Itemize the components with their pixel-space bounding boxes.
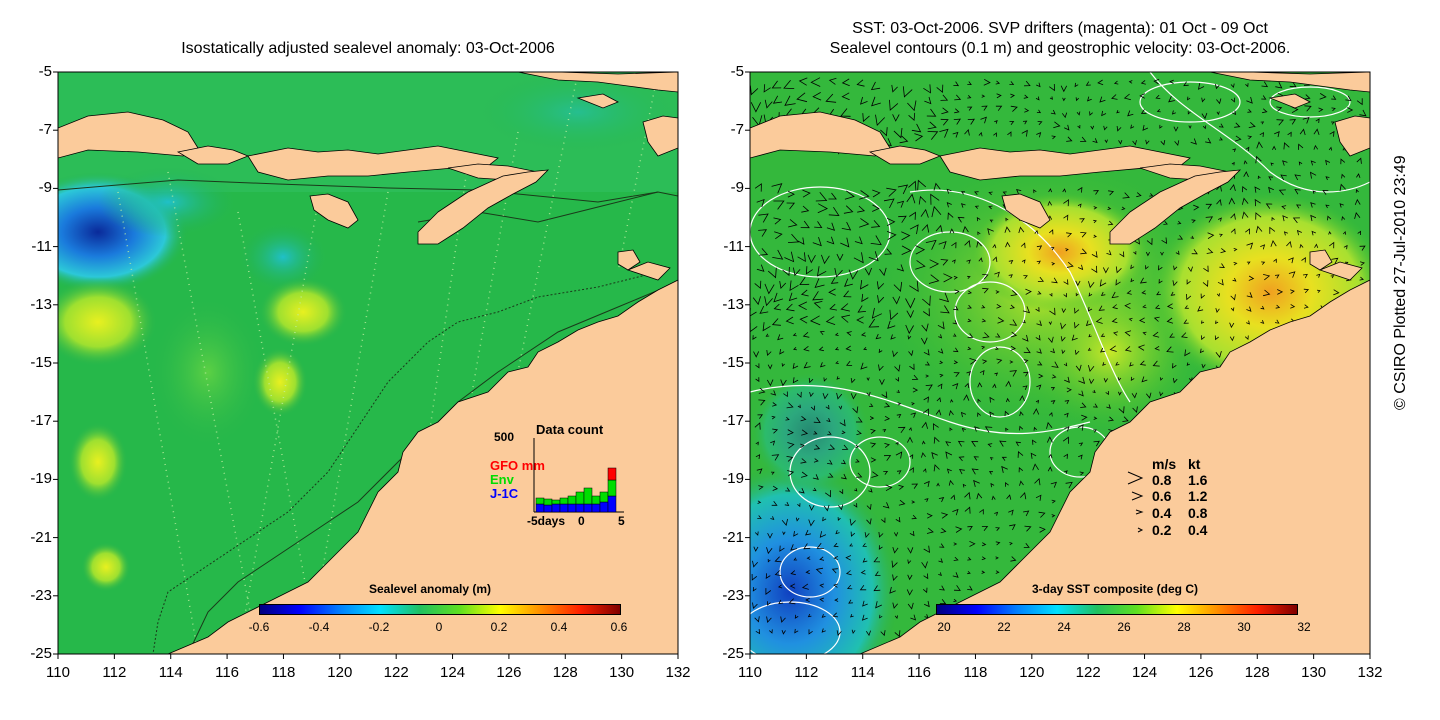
data-count-title: Data count [536, 422, 604, 437]
x-tick-label: 130 [1301, 664, 1327, 681]
sealevel-colorbar-tick: 0.4 [550, 620, 568, 634]
sst-colorbar-tick: 32 [1297, 620, 1311, 634]
x-tick-label: 126 [496, 664, 522, 681]
x-tick-label: 112 [794, 664, 819, 681]
data-count-series-j1c: J-1C [490, 486, 519, 501]
data-count-xlabel-start: -5days [527, 514, 566, 528]
y-tick-label: -7 [730, 121, 744, 139]
velocity-legend-row-2-ms: 0.6 [1152, 488, 1172, 504]
x-tick-label: 132 [665, 664, 691, 681]
y-tick-label: -11 [723, 237, 744, 255]
data-count-histogram [533, 438, 624, 513]
y-tick-label: -11 [31, 237, 52, 255]
x-tick-label: 110 [738, 664, 762, 681]
x-tick-label: 126 [1188, 664, 1214, 681]
sst-colorbar-tick: 26 [1117, 620, 1131, 634]
sst-colorbar-tick: 22 [997, 620, 1011, 634]
x-tick-label: 130 [609, 664, 635, 681]
y-tick-label: -9 [730, 179, 744, 197]
right-map-title-line2: Sealevel contours (0.1 m) and geostrophi… [829, 40, 1291, 57]
data-count-ymax: 500 [494, 430, 515, 444]
x-tick-label: 118 [963, 664, 988, 681]
x-tick-label: 122 [383, 664, 409, 681]
velocity-legend-row-1-ms: 0.8 [1152, 472, 1172, 488]
x-tick-label: 124 [1132, 664, 1158, 681]
right-map-title-line1: SST: 03-Oct-2006. SVP drifters (magenta)… [852, 20, 1268, 37]
y-tick-label: -15 [30, 354, 52, 371]
velocity-legend-row-1-kt: 1.6 [1188, 472, 1208, 488]
x-tick-label: 124 [440, 664, 466, 681]
y-tick-label: -17 [30, 412, 52, 430]
data-count-xlabel-zero: 0 [578, 514, 585, 528]
y-tick-label: -23 [30, 586, 52, 604]
velocity-legend-row-4-ms: 0.2 [1152, 522, 1172, 538]
x-tick-label: 114 [850, 664, 875, 681]
velocity-legend-header-ms: m/s [1152, 456, 1177, 472]
x-tick-label: 112 [102, 664, 127, 681]
velocity-legend-row-2-kt: 1.2 [1188, 488, 1208, 504]
sealevel-colorbar-tick: 0.6 [610, 620, 628, 634]
copyright-notice: © CSIRO Plotted 27-Jul-2010 23:49 [1392, 155, 1409, 410]
velocity-legend-row-3-kt: 0.8 [1188, 505, 1208, 521]
sst-colorbar-tick: 30 [1237, 620, 1251, 634]
y-tick-label: -9 [38, 179, 52, 197]
x-tick-label: 116 [215, 664, 240, 681]
sealevel-colorbar-tick: -0.2 [368, 620, 390, 634]
x-tick-label: 120 [1019, 664, 1045, 681]
velocity-legend-header-kt: kt [1188, 456, 1201, 472]
y-tick-label: -25 [30, 645, 52, 662]
y-tick-label: -15 [722, 354, 744, 371]
sst-map [750, 72, 1370, 654]
sealevel-colorbar-tick: -0.6 [248, 620, 270, 634]
y-tick-label: -25 [722, 645, 744, 662]
y-tick-label: -21 [722, 528, 744, 546]
sst-colorbar-tick: 28 [1177, 620, 1191, 634]
velocity-legend-row-3-ms: 0.4 [1152, 505, 1172, 521]
sst-colorbar-title: 3-day SST composite (deg C) [1031, 582, 1199, 596]
data-count-series-env: Env [490, 472, 514, 487]
x-tick-label: 118 [271, 664, 296, 681]
data-count-xlabel-end: 5 [618, 514, 625, 528]
sealevel-colorbar-title: Sealevel anomaly (m) [368, 582, 492, 596]
sealevel-colorbar-tick: -0.4 [308, 620, 330, 634]
y-tick-label: -17 [722, 412, 744, 430]
sst-colorbar-tick: 24 [1057, 620, 1071, 634]
x-tick-label: 132 [1357, 664, 1383, 681]
sst-colorbar [936, 604, 1298, 615]
x-tick-label: 114 [158, 664, 183, 681]
velocity-legend-row-4-kt: 0.4 [1188, 522, 1208, 538]
x-tick-label: 120 [327, 664, 353, 681]
y-tick-label: -19 [722, 470, 744, 488]
sealevel-colorbar-tick: 0 [435, 620, 443, 634]
y-tick-label: -7 [38, 121, 52, 139]
sealevel-colorbar-tick: 0.2 [490, 620, 508, 634]
x-tick-label: 110 [46, 664, 70, 681]
y-tick-label: -13 [30, 295, 52, 313]
y-tick-label: -13 [722, 295, 744, 313]
x-tick-label: 128 [1244, 664, 1270, 681]
sealevel-anomaly-map [58, 72, 678, 654]
y-tick-label: -5 [38, 63, 52, 80]
y-tick-label: -23 [722, 586, 744, 604]
y-tick-label: -19 [30, 470, 52, 488]
x-tick-label: 116 [907, 664, 932, 681]
x-tick-label: 128 [552, 664, 578, 681]
sst-colorbar-tick: 20 [937, 620, 951, 634]
x-tick-label: 122 [1075, 664, 1101, 681]
y-tick-label: -21 [30, 528, 52, 546]
histogram-bars [535, 467, 617, 513]
sealevel-colorbar [259, 604, 621, 615]
y-tick-label: -5 [730, 63, 744, 80]
left-map-title: Isostatically adjusted sealevel anomaly:… [181, 40, 555, 57]
